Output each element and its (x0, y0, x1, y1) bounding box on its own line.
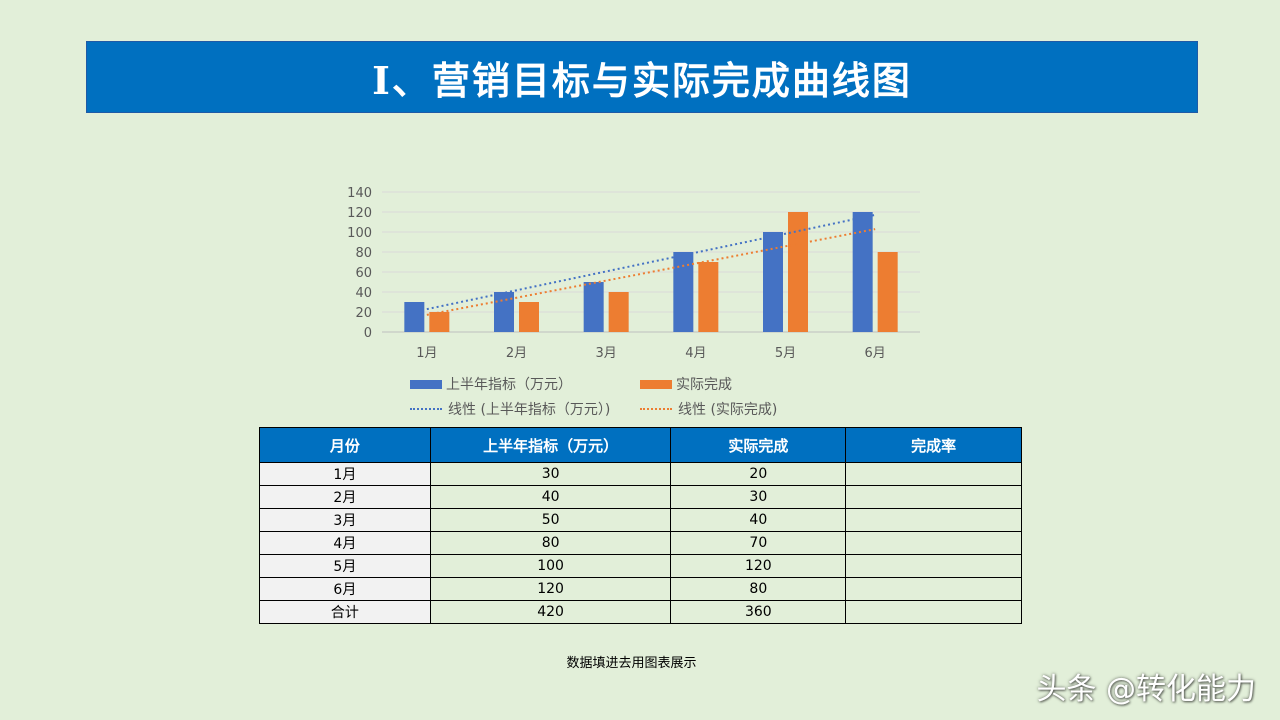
x-tick-label: 1月 (416, 346, 437, 361)
table-row: 1月 30 20 (259, 462, 1022, 486)
x-tick-label: 6月 (865, 346, 886, 361)
table-row: 2月 40 30 (259, 485, 1022, 509)
bar-chart: 0 20 40 60 80 100 120 140 1月 2月 3月 4月 5月 6月 (347, 186, 920, 361)
cell-total-target: 420 (429, 600, 672, 624)
x-tick-label: 2月 (506, 346, 527, 361)
cell-month: 6月 (259, 577, 431, 601)
table-row: 5月 100 120 (259, 554, 1022, 578)
cell-actual: 70 (670, 531, 847, 555)
trendline-target (426, 213, 876, 311)
bar-actual (519, 302, 539, 332)
cell-month: 3月 (259, 508, 431, 532)
y-tick-label: 60 (355, 266, 372, 281)
bar-actual (877, 252, 898, 332)
cell-month: 1月 (259, 462, 431, 486)
cell-total-rate[interactable] (845, 600, 1022, 624)
cell-target: 30 (429, 462, 672, 486)
legend-swatch-trend-actual (640, 408, 672, 410)
legend-item-actual: 实际完成 (640, 374, 732, 394)
cell-rate[interactable] (845, 531, 1022, 555)
cell-actual: 30 (670, 485, 847, 509)
cell-target: 100 (429, 554, 672, 578)
bar-actual (608, 292, 629, 332)
legend-swatch-trend-target (410, 408, 442, 410)
bar-actual (429, 312, 450, 332)
cell-target: 40 (429, 485, 672, 509)
header-target: 上半年指标（万元） (429, 427, 672, 463)
legend-label-trend-target: 线性 (上半年指标（万元）) (448, 402, 611, 418)
bar-target (852, 212, 873, 332)
legend-label-target: 上半年指标（万元） (446, 377, 572, 393)
table-row: 3月 50 40 (259, 508, 1022, 532)
legend-item-target: 上半年指标（万元） (410, 374, 572, 394)
bar-target (583, 282, 604, 332)
cell-month: 4月 (259, 531, 431, 555)
cell-rate[interactable] (845, 554, 1022, 578)
y-tick-label: 140 (347, 186, 372, 201)
cell-target: 80 (429, 531, 672, 555)
table-total-row: 合计 420 360 (259, 600, 1022, 624)
legend-swatch-actual (640, 379, 672, 389)
table-row: 6月 120 80 (259, 577, 1022, 601)
legend-swatch-target (410, 379, 442, 389)
legend-label-trend-actual: 线性 (实际完成) (678, 402, 778, 418)
legend-item-trend-actual: 线性 (实际完成) (640, 399, 777, 419)
cell-total-label: 合计 (259, 600, 431, 624)
cell-month: 2月 (259, 485, 431, 509)
cell-actual: 120 (670, 554, 847, 578)
bar-target (404, 302, 425, 332)
cell-target: 120 (429, 577, 672, 601)
table-header-row: 月份 上半年指标（万元） 实际完成 完成率 (259, 427, 1022, 463)
cell-rate[interactable] (845, 485, 1022, 509)
bar-actual (788, 212, 808, 332)
y-tick-label: 120 (347, 206, 372, 221)
cell-month: 5月 (259, 554, 431, 578)
y-tick-label: 40 (355, 286, 372, 301)
cell-rate[interactable] (845, 508, 1022, 532)
cell-actual: 80 (670, 577, 847, 601)
page-title: Ⅰ、营销目标与实际完成曲线图 (372, 57, 912, 103)
x-tick-label: 5月 (775, 346, 796, 361)
y-tick-label: 100 (347, 226, 372, 241)
cell-target: 50 (429, 508, 672, 532)
watermark: 头条 @转化能力 (1036, 672, 1256, 707)
header-month: 月份 (259, 427, 431, 463)
cell-actual: 20 (670, 462, 847, 486)
footnote: 数据填进去用图表展示 (566, 656, 697, 671)
cell-rate[interactable] (845, 577, 1022, 601)
bar-actual (698, 262, 719, 332)
title-banner: Ⅰ、营销目标与实际完成曲线图 (86, 41, 1198, 113)
table-row: 4月 80 70 (259, 531, 1022, 555)
x-tick-label: 4月 (685, 346, 706, 361)
legend-item-trend-target: 线性 (上半年指标（万元）) (410, 399, 610, 419)
cell-actual: 40 (670, 508, 847, 532)
trendline-actual (426, 228, 876, 316)
y-tick-label: 80 (355, 246, 372, 261)
header-actual: 实际完成 (670, 427, 847, 463)
chart-legend: 上半年指标（万元） 实际完成 线性 (上半年指标（万元）) 线性 (实际完成) (408, 372, 828, 420)
y-tick-label: 20 (355, 306, 372, 321)
cell-rate[interactable] (845, 462, 1022, 486)
bar-target (673, 252, 694, 332)
bar-target (494, 292, 514, 332)
bar-target (763, 232, 783, 332)
cell-total-actual: 360 (670, 600, 847, 624)
x-tick-label: 3月 (596, 346, 617, 361)
header-rate: 完成率 (845, 427, 1022, 463)
data-table: 月份 上半年指标（万元） 实际完成 完成率 1月 30 20 2月 40 30 … (259, 427, 1022, 624)
legend-label-actual: 实际完成 (676, 377, 732, 393)
y-tick-label: 0 (364, 326, 372, 341)
